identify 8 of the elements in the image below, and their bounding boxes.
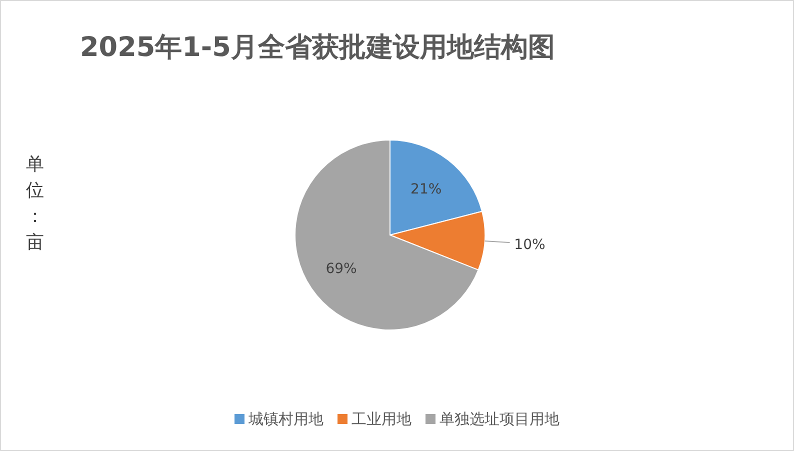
chart-title: 2025年1-5月全省获批建设用地结构图 xyxy=(80,32,555,63)
legend-label: 单独选址项目用地 xyxy=(440,410,560,428)
data-label: 21% xyxy=(410,181,442,198)
data-label: 69% xyxy=(326,261,357,278)
legend-label: 城镇村用地 xyxy=(248,410,324,428)
text: 单位：亩 xyxy=(26,154,44,253)
data-label: 10% xyxy=(514,236,546,253)
legend-label: 工业用地 xyxy=(352,410,412,428)
